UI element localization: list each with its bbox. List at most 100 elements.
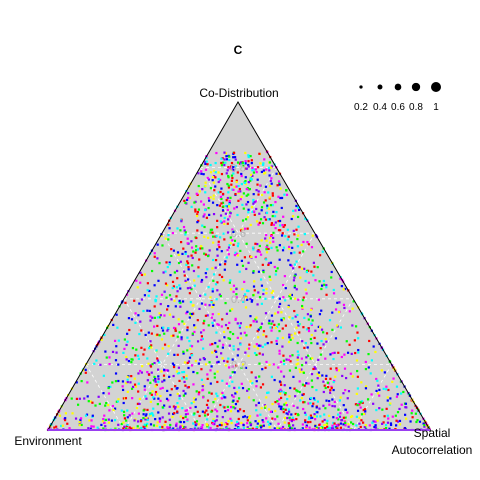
- data-point: [242, 207, 245, 210]
- data-point: [167, 352, 170, 355]
- data-point: [220, 397, 223, 400]
- data-point: [289, 297, 292, 300]
- data-point: [277, 311, 280, 314]
- data-point: [133, 377, 136, 380]
- data-point: [178, 299, 181, 302]
- data-point: [177, 253, 180, 257]
- data-point: [234, 402, 238, 406]
- data-point: [155, 383, 158, 387]
- data-point: [230, 174, 234, 177]
- data-point: [172, 364, 176, 367]
- data-point: [213, 189, 216, 192]
- data-point: [277, 229, 281, 232]
- data-point: [247, 181, 250, 184]
- data-point: [269, 410, 272, 413]
- data-point: [339, 426, 343, 429]
- data-point: [223, 268, 226, 271]
- data-point: [249, 324, 252, 327]
- data-point: [226, 423, 229, 426]
- data-point: [367, 366, 370, 369]
- data-point: [225, 312, 229, 315]
- data-point: [296, 413, 300, 416]
- data-point: [125, 293, 129, 296]
- data-point: [263, 406, 267, 409]
- data-point: [198, 190, 201, 193]
- data-point: [279, 229, 282, 232]
- data-point: [220, 424, 223, 427]
- data-point: [245, 242, 248, 245]
- data-point: [157, 368, 160, 371]
- data-point: [209, 196, 212, 199]
- data-point: [249, 380, 252, 383]
- data-point: [387, 388, 390, 392]
- data-point: [252, 320, 255, 323]
- data-point: [305, 292, 308, 295]
- data-point: [375, 408, 378, 412]
- data-point: [123, 414, 126, 417]
- data-point: [305, 356, 308, 359]
- data-point: [206, 373, 209, 376]
- data-point: [310, 379, 313, 382]
- data-point: [258, 296, 262, 299]
- data-point: [128, 414, 131, 417]
- data-point: [251, 174, 254, 177]
- data-point: [233, 239, 237, 242]
- data-point: [301, 393, 304, 396]
- data-point: [214, 266, 217, 269]
- data-point: [266, 204, 269, 207]
- data-point: [209, 382, 212, 385]
- data-point: [257, 401, 260, 405]
- data-point: [193, 324, 196, 327]
- data-point: [388, 427, 391, 430]
- data-point: [241, 219, 245, 222]
- data-point: [188, 339, 191, 343]
- data-point: [196, 248, 200, 251]
- data-point: [213, 319, 216, 322]
- data-point: [176, 335, 179, 338]
- data-point: [307, 329, 311, 333]
- data-point: [140, 426, 143, 430]
- legend-size-marker: [394, 83, 402, 91]
- data-point: [232, 284, 236, 287]
- data-point: [154, 300, 157, 303]
- data-point: [259, 253, 263, 256]
- data-point: [225, 204, 228, 208]
- data-point: [220, 187, 223, 190]
- data-point: [197, 172, 200, 175]
- data-point: [174, 385, 177, 388]
- data-point: [232, 406, 235, 409]
- legend-size-label: 0.8: [409, 102, 423, 113]
- data-point: [152, 396, 155, 399]
- data-point: [273, 323, 276, 326]
- data-point: [190, 402, 193, 405]
- data-point: [157, 361, 161, 364]
- data-point: [396, 393, 399, 396]
- data-point: [198, 391, 201, 394]
- data-point: [205, 216, 208, 219]
- data-point: [133, 299, 136, 302]
- data-point: [167, 327, 170, 330]
- data-point: [280, 408, 284, 411]
- data-point: [172, 249, 175, 252]
- data-point: [200, 280, 203, 283]
- data-point: [134, 385, 138, 388]
- data-point: [266, 207, 269, 210]
- data-point: [121, 385, 124, 388]
- data-point: [190, 312, 194, 316]
- data-point: [96, 426, 99, 429]
- data-point: [296, 341, 299, 345]
- data-point: [304, 217, 307, 220]
- data-point: [287, 410, 291, 413]
- data-point: [249, 421, 252, 424]
- data-point: [199, 247, 202, 250]
- data-point: [256, 347, 259, 350]
- data-point: [340, 418, 344, 422]
- data-point: [231, 358, 234, 361]
- data-point: [242, 415, 245, 419]
- data-point: [194, 210, 197, 213]
- data-point: [156, 316, 160, 319]
- data-point: [221, 346, 225, 349]
- data-point: [284, 235, 287, 238]
- data-point: [166, 329, 169, 332]
- data-point: [171, 280, 175, 283]
